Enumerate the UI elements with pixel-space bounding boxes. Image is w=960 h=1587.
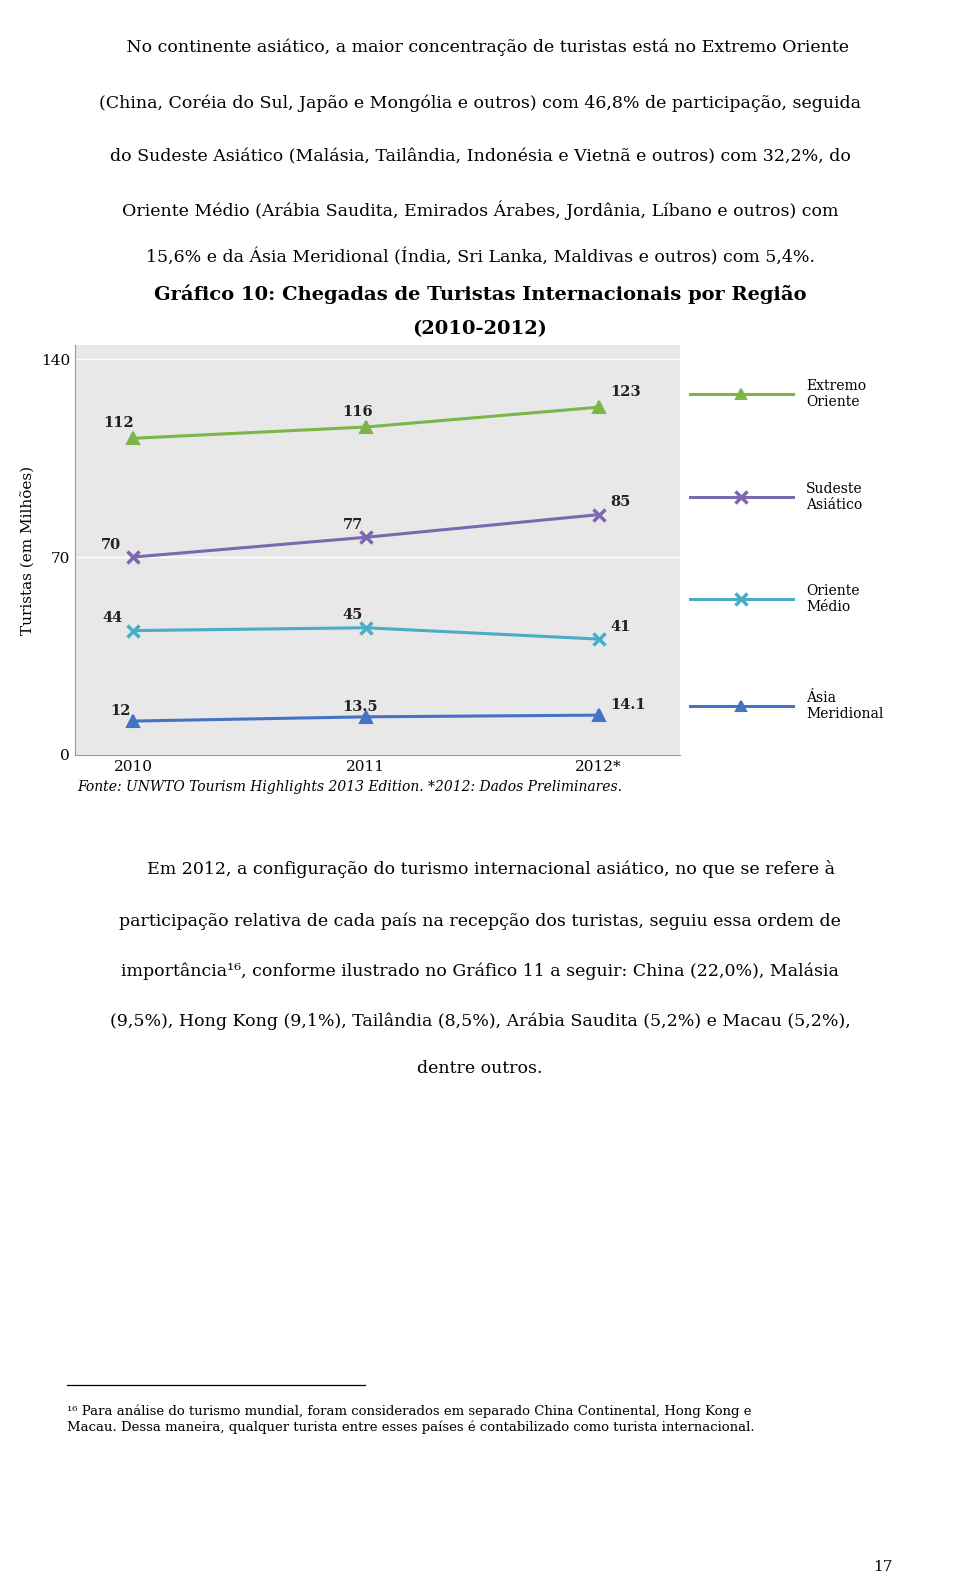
Text: 13.5: 13.5 — [343, 700, 378, 714]
Text: 44: 44 — [103, 611, 123, 625]
Text: Ásia
Meridional: Ásia Meridional — [806, 690, 883, 720]
Text: Gráfico 10: Chegadas de Turistas Internacionais por Região: Gráfico 10: Chegadas de Turistas Interna… — [154, 286, 806, 305]
Text: 45: 45 — [343, 608, 363, 622]
Text: 85: 85 — [611, 495, 631, 509]
Text: 116: 116 — [343, 405, 373, 419]
Text: Extremo
Oriente: Extremo Oriente — [806, 379, 866, 409]
Y-axis label: Turistas (em Milhões): Turistas (em Milhões) — [21, 465, 36, 635]
Text: Fonte: UNWTO Tourism Highlights 2013 Edition. *2012: Dados Preliminares.: Fonte: UNWTO Tourism Highlights 2013 Edi… — [77, 779, 622, 794]
Text: (2010-2012): (2010-2012) — [413, 321, 547, 338]
Text: 123: 123 — [611, 386, 641, 398]
Text: 41: 41 — [611, 619, 631, 633]
Text: 15,6% e da Ásia Meridional (Índia, Sri Lanka, Maldivas e outros) com 5,4%.: 15,6% e da Ásia Meridional (Índia, Sri L… — [146, 248, 814, 267]
Text: (China, Coréia do Sul, Japão e Mongólia e outros) com 46,8% de participação, seg: (China, Coréia do Sul, Japão e Mongólia … — [99, 95, 861, 113]
Text: 70: 70 — [101, 538, 121, 552]
Text: 112: 112 — [103, 416, 133, 430]
Text: 12: 12 — [109, 705, 131, 719]
Text: ¹⁶ Para análise do turismo mundial, foram considerados em separado China Contine: ¹⁶ Para análise do turismo mundial, fora… — [67, 1404, 755, 1435]
Text: 77: 77 — [343, 517, 363, 532]
Text: Oriente
Médio: Oriente Médio — [806, 584, 859, 614]
Text: dentre outros.: dentre outros. — [418, 1060, 542, 1078]
Text: Sudeste
Asiático: Sudeste Asiático — [806, 481, 863, 511]
Text: 14.1: 14.1 — [611, 698, 646, 713]
Text: Em 2012, a configuração do turismo internacional asiático, no que se refere à: Em 2012, a configuração do turismo inter… — [125, 860, 835, 878]
Text: importância¹⁶, conforme ilustrado no Gráfico 11 a seguir: China (22,0%), Malásia: importância¹⁶, conforme ilustrado no Grá… — [121, 962, 839, 979]
Text: do Sudeste Asiático (Malásia, Tailândia, Indonésia e Vietnã e outros) com 32,2%,: do Sudeste Asiático (Malásia, Tailândia,… — [109, 148, 851, 165]
Text: Oriente Médio (Arábia Saudita, Emirados Árabes, Jordânia, Líbano e outros) com: Oriente Médio (Arábia Saudita, Emirados … — [122, 200, 838, 219]
Text: 17: 17 — [874, 1560, 893, 1574]
Text: No continente asiático, a maior concentração de turistas está no Extremo Oriente: No continente asiático, a maior concentr… — [110, 38, 850, 56]
Text: (9,5%), Hong Kong (9,1%), Tailândia (8,5%), Arábia Saudita (5,2%) e Macau (5,2%): (9,5%), Hong Kong (9,1%), Tailândia (8,5… — [109, 1013, 851, 1030]
Text: participação relativa de cada país na recepção dos turistas, seguiu essa ordem d: participação relativa de cada país na re… — [119, 913, 841, 930]
